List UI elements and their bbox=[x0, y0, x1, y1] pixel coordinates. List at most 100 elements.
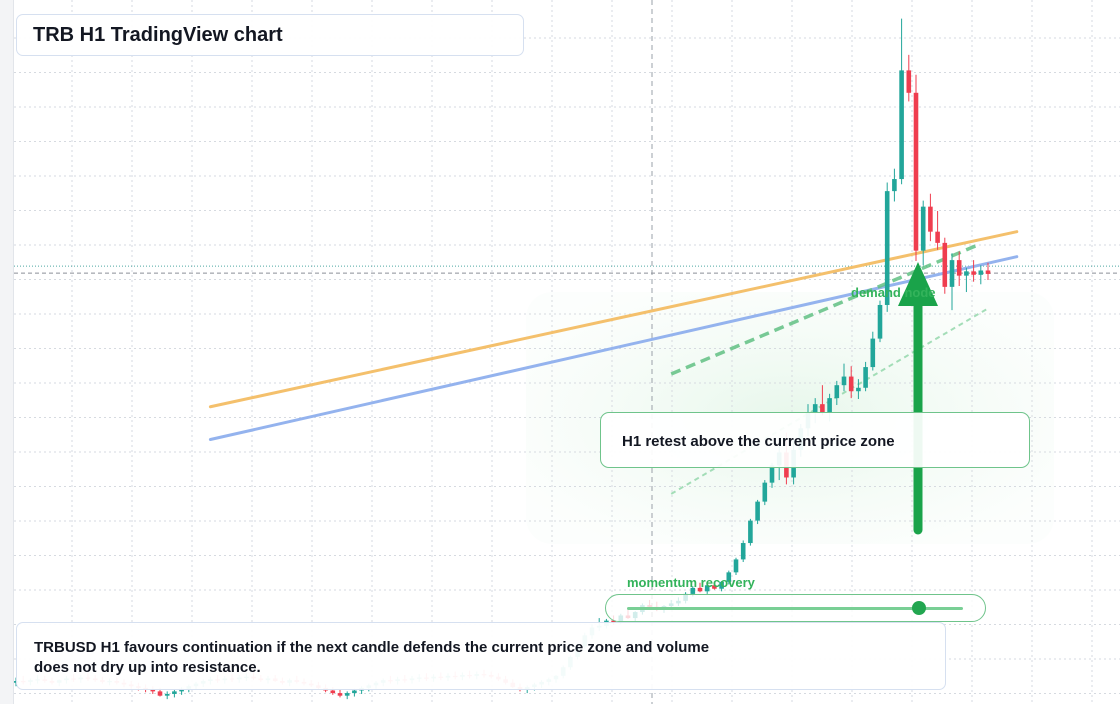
candle bbox=[928, 193, 933, 242]
candle-body bbox=[697, 587, 703, 592]
candle-body bbox=[928, 206, 933, 232]
candle-body bbox=[906, 70, 912, 93]
candle-body bbox=[877, 304, 883, 339]
summary-line-2: does not dry up into resistance. bbox=[34, 659, 261, 676]
candle-body bbox=[978, 270, 984, 275]
candle bbox=[956, 251, 962, 286]
candle-body bbox=[892, 179, 897, 192]
candle-body bbox=[150, 689, 156, 692]
momentum-label: momentum recovery bbox=[627, 575, 755, 590]
candle bbox=[978, 265, 984, 285]
candle bbox=[172, 689, 177, 698]
retest-callout-text: H1 retest above the current price zone bbox=[622, 433, 895, 450]
candle-body bbox=[172, 691, 177, 694]
orange-trendline bbox=[208, 230, 1019, 409]
support-dashed-line bbox=[670, 242, 982, 376]
candle bbox=[942, 237, 948, 294]
candle bbox=[726, 570, 732, 585]
candle-body bbox=[755, 501, 760, 521]
candle-body bbox=[863, 367, 868, 388]
candle-body bbox=[942, 242, 948, 287]
blue-trendline bbox=[208, 255, 1019, 442]
candle-body bbox=[827, 398, 832, 413]
candle bbox=[892, 168, 897, 202]
candle bbox=[719, 580, 724, 592]
candle bbox=[755, 499, 760, 525]
candle-body bbox=[179, 688, 184, 692]
momentum-track bbox=[627, 607, 963, 610]
candle-body bbox=[971, 271, 976, 275]
candle-body bbox=[964, 271, 969, 276]
candle bbox=[870, 331, 876, 371]
candle-body bbox=[856, 387, 861, 392]
candle bbox=[985, 262, 991, 280]
summary-line-1: TRBUSD H1 favours continuation if the ne… bbox=[34, 639, 710, 656]
candle bbox=[834, 380, 840, 406]
momentum-knob[interactable] bbox=[912, 601, 927, 615]
candle bbox=[913, 74, 919, 261]
summary-box: TRBUSD H1 favours continuation if the ne… bbox=[16, 622, 946, 690]
candle bbox=[762, 480, 768, 506]
candle-body bbox=[762, 482, 768, 502]
candle bbox=[704, 584, 710, 594]
candle-body bbox=[13, 681, 19, 683]
candle-body bbox=[870, 338, 876, 368]
candle-body bbox=[748, 520, 753, 544]
candle-body bbox=[690, 587, 696, 594]
candle-body bbox=[956, 260, 962, 276]
candle bbox=[899, 18, 904, 185]
candle bbox=[877, 300, 883, 343]
candle-body bbox=[769, 465, 775, 483]
candle bbox=[344, 691, 350, 700]
candle-body bbox=[812, 404, 818, 413]
candle-body bbox=[949, 260, 955, 287]
chart-title-text: TRB H1 TradingView chart bbox=[33, 24, 283, 46]
candle-body bbox=[884, 191, 890, 305]
candle-body bbox=[344, 693, 350, 696]
candle bbox=[697, 582, 703, 593]
candle-body bbox=[740, 543, 746, 560]
candle bbox=[164, 691, 170, 700]
candle-body bbox=[935, 231, 940, 243]
candle-body bbox=[164, 693, 170, 696]
candle bbox=[884, 182, 890, 312]
candle-body bbox=[733, 559, 739, 573]
candle bbox=[906, 54, 912, 102]
candle bbox=[748, 518, 753, 546]
candle-body bbox=[920, 206, 926, 251]
candle-body bbox=[611, 620, 616, 623]
candle bbox=[848, 366, 854, 399]
price-scale-strip bbox=[0, 0, 14, 704]
candle bbox=[352, 688, 357, 697]
candle bbox=[841, 363, 847, 392]
candle bbox=[740, 540, 746, 562]
candle-body bbox=[726, 572, 732, 582]
candle-body bbox=[157, 691, 163, 696]
candle bbox=[949, 253, 955, 311]
candle bbox=[856, 379, 861, 399]
candle-body bbox=[352, 690, 357, 694]
candle bbox=[920, 200, 926, 266]
candle-body bbox=[848, 376, 854, 392]
candle-body bbox=[985, 270, 991, 274]
candle bbox=[733, 557, 739, 575]
candle bbox=[820, 385, 825, 416]
demand-node-label: demand node bbox=[851, 285, 936, 300]
candle bbox=[712, 581, 717, 590]
candle bbox=[964, 267, 969, 293]
candle-body bbox=[330, 690, 336, 694]
candle bbox=[971, 260, 976, 282]
candle-body bbox=[899, 70, 904, 180]
candle-body bbox=[719, 581, 724, 589]
candle-body bbox=[712, 585, 717, 589]
demand-arrow-head bbox=[898, 262, 938, 306]
candle-body bbox=[337, 693, 343, 696]
retest-callout: H1 retest above the current price zone bbox=[600, 412, 1030, 468]
candle-body bbox=[704, 585, 710, 592]
candle bbox=[337, 689, 343, 698]
candle-body bbox=[841, 376, 847, 386]
candle-body bbox=[820, 404, 825, 413]
candle bbox=[935, 210, 940, 250]
